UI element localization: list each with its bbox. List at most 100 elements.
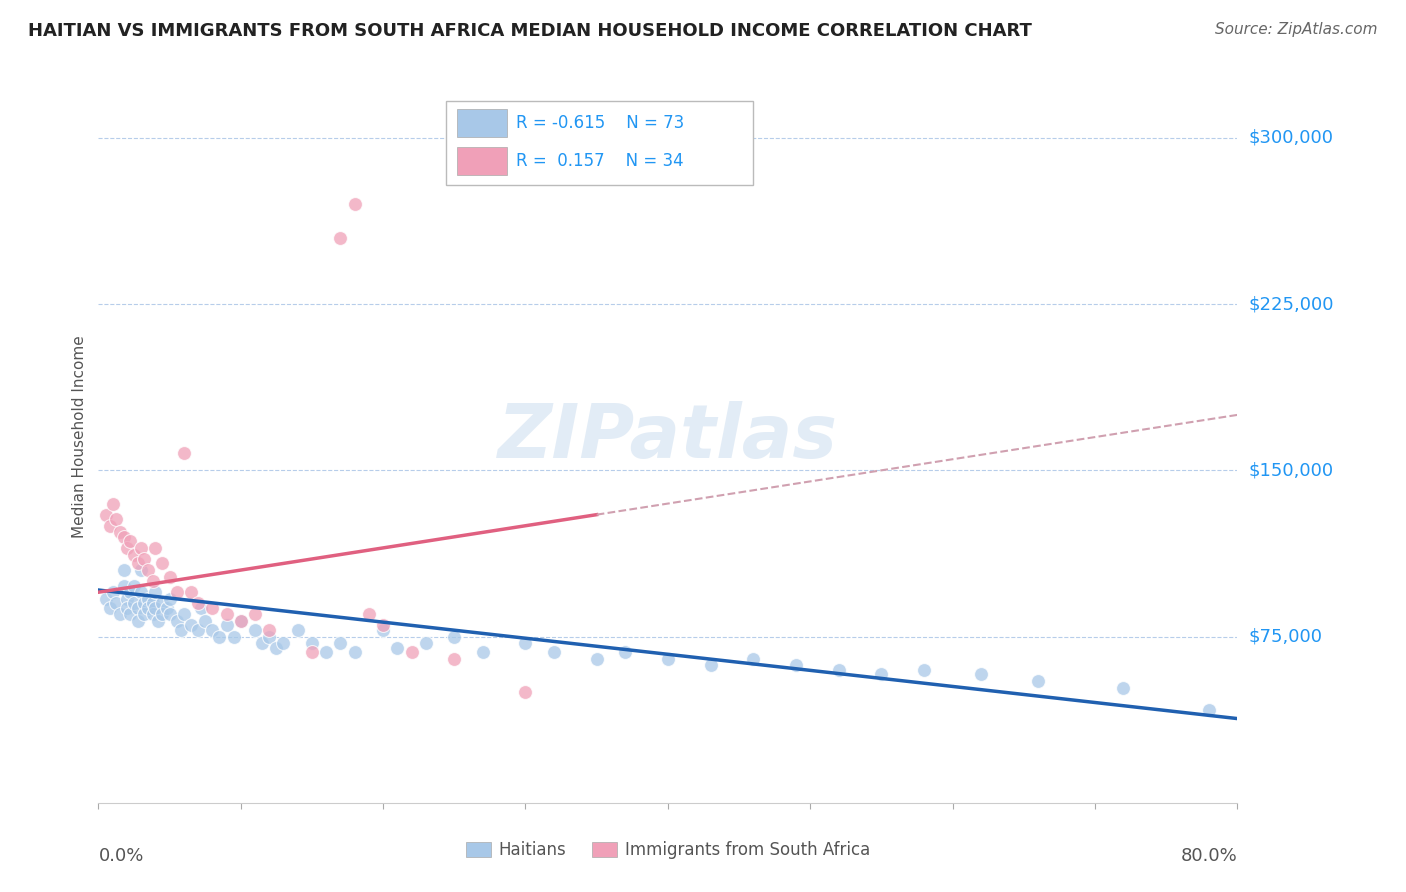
Point bbox=[343, 645, 366, 659]
Point bbox=[129, 541, 152, 555]
Point bbox=[329, 636, 352, 650]
Point bbox=[94, 508, 117, 522]
Point bbox=[515, 636, 537, 650]
Point bbox=[357, 607, 380, 622]
Point bbox=[108, 525, 131, 540]
Point bbox=[471, 645, 494, 659]
Legend: Haitians, Immigrants from South Africa: Haitians, Immigrants from South Africa bbox=[457, 833, 879, 868]
Point bbox=[187, 623, 209, 637]
Point bbox=[108, 607, 131, 622]
Point bbox=[194, 614, 217, 628]
Point bbox=[136, 591, 159, 606]
Point bbox=[98, 600, 121, 615]
Point bbox=[122, 596, 145, 610]
Point bbox=[287, 623, 309, 637]
Point bbox=[190, 600, 212, 615]
Point bbox=[127, 600, 149, 615]
Point bbox=[141, 574, 163, 589]
Point bbox=[122, 578, 145, 592]
Point bbox=[387, 640, 409, 655]
Point bbox=[132, 552, 155, 566]
Point bbox=[266, 640, 288, 655]
Text: $75,000: $75,000 bbox=[1249, 628, 1323, 646]
Point bbox=[222, 630, 245, 644]
Point bbox=[115, 591, 138, 606]
Point bbox=[373, 623, 395, 637]
Point bbox=[101, 497, 124, 511]
Point bbox=[315, 645, 337, 659]
Point bbox=[127, 614, 149, 628]
Point bbox=[785, 658, 807, 673]
Point bbox=[301, 636, 323, 650]
Point bbox=[243, 607, 266, 622]
Point bbox=[543, 645, 565, 659]
Point bbox=[145, 585, 167, 599]
Point bbox=[329, 230, 352, 244]
Point bbox=[129, 585, 152, 599]
Point bbox=[401, 645, 423, 659]
Point bbox=[187, 596, 209, 610]
Point bbox=[208, 630, 231, 644]
Point bbox=[443, 630, 465, 644]
Point bbox=[343, 197, 366, 211]
Point bbox=[742, 651, 765, 665]
Point bbox=[132, 607, 155, 622]
Point bbox=[250, 636, 273, 650]
Point bbox=[98, 518, 121, 533]
Point bbox=[122, 548, 145, 562]
Point bbox=[145, 541, 167, 555]
Point bbox=[1198, 703, 1220, 717]
Point bbox=[699, 658, 721, 673]
Point bbox=[101, 585, 124, 599]
Point bbox=[166, 614, 188, 628]
Point bbox=[129, 563, 152, 577]
Point bbox=[118, 534, 141, 549]
Point bbox=[657, 651, 679, 665]
Point bbox=[215, 607, 238, 622]
Y-axis label: Median Household Income: Median Household Income bbox=[72, 335, 87, 539]
Point bbox=[115, 541, 138, 555]
FancyBboxPatch shape bbox=[457, 147, 508, 175]
Point bbox=[614, 645, 637, 659]
Point bbox=[152, 607, 174, 622]
Point bbox=[132, 596, 155, 610]
Text: $225,000: $225,000 bbox=[1249, 295, 1334, 313]
Text: $300,000: $300,000 bbox=[1249, 128, 1334, 147]
Point bbox=[136, 600, 159, 615]
Point bbox=[112, 578, 135, 592]
FancyBboxPatch shape bbox=[457, 110, 508, 137]
Point bbox=[180, 618, 202, 632]
Point bbox=[112, 563, 135, 577]
Text: $150,000: $150,000 bbox=[1249, 461, 1334, 479]
Point bbox=[166, 585, 188, 599]
Text: Source: ZipAtlas.com: Source: ZipAtlas.com bbox=[1215, 22, 1378, 37]
Point bbox=[301, 645, 323, 659]
FancyBboxPatch shape bbox=[446, 101, 754, 185]
Point bbox=[127, 557, 149, 571]
Text: 0.0%: 0.0% bbox=[98, 847, 143, 864]
Point bbox=[970, 667, 993, 681]
Text: R = -0.615    N = 73: R = -0.615 N = 73 bbox=[516, 114, 685, 132]
Point bbox=[148, 614, 170, 628]
Point bbox=[870, 667, 893, 681]
Point bbox=[152, 557, 174, 571]
Point bbox=[104, 512, 127, 526]
Point bbox=[585, 651, 607, 665]
Point bbox=[173, 445, 195, 459]
Point bbox=[152, 596, 174, 610]
Point bbox=[273, 636, 295, 650]
Point bbox=[115, 600, 138, 615]
Point bbox=[159, 591, 181, 606]
Text: R =  0.157    N = 34: R = 0.157 N = 34 bbox=[516, 153, 683, 170]
Point bbox=[173, 607, 195, 622]
Point bbox=[145, 600, 167, 615]
Point bbox=[141, 607, 163, 622]
Point bbox=[443, 651, 465, 665]
Point bbox=[180, 585, 202, 599]
Point bbox=[828, 663, 851, 677]
Point bbox=[259, 630, 281, 644]
Point bbox=[1026, 673, 1049, 688]
Point bbox=[912, 663, 935, 677]
Point bbox=[118, 585, 141, 599]
Text: 80.0%: 80.0% bbox=[1181, 847, 1237, 864]
